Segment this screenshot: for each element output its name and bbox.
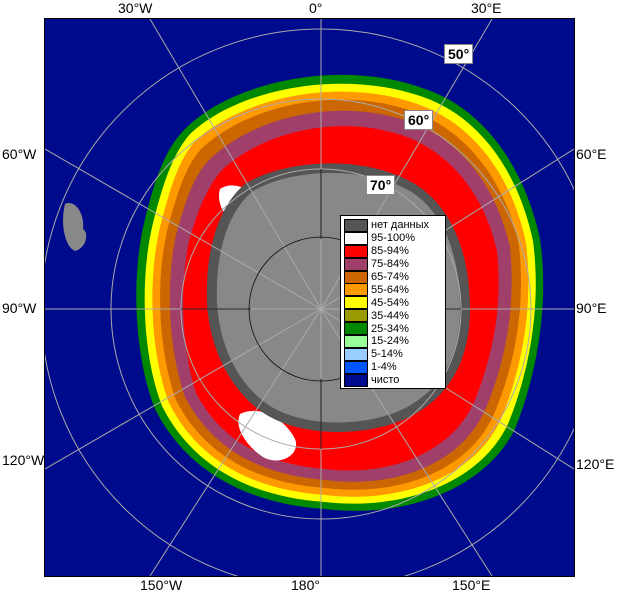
legend-label: 5-14% [371,348,403,361]
legend-label: 1-4% [371,361,397,374]
legend-item: 15-24% [344,334,442,348]
legend-swatch [344,309,368,323]
legend-label: 15-24% [371,335,409,348]
legend-swatch [344,231,368,245]
label-90e: 90°E [576,300,607,316]
legend-label: 85-94% [371,245,409,258]
legend-item: 5-14% [344,347,442,361]
legend-item: 1-4% [344,360,442,374]
legend-label: 35-44% [371,309,409,322]
legend-label: 65-74% [371,271,409,283]
legend-swatch [344,270,368,284]
legend-swatch [344,257,368,271]
legend-item: 85-94% [344,244,442,258]
sea-ice-map [45,19,574,576]
legend-item: чисто [344,373,442,387]
legend-swatch [344,218,368,232]
lat-label-70: 70° [366,175,396,195]
legend-label: чисто [371,374,400,387]
legend-label: 25-34% [371,322,409,335]
label-150w-bottom: 150°W [140,577,183,593]
legend-label: нет данных [371,219,430,232]
legend-item: 45-54% [344,296,442,310]
legend-item: 25-34% [344,322,442,336]
label-120w: 120°W [2,452,45,468]
label-0-top: 0° [309,0,323,16]
label-180-bottom: 180° [291,577,320,593]
legend-swatch [344,347,368,361]
map-frame [44,18,575,577]
label-120e: 120°E [576,456,615,472]
south-america-land [63,203,87,251]
legend-item: 75-84% [344,257,442,271]
legend-item: нет данных [344,218,442,232]
legend: нет данных 95-100% 85-94% 75-84% 65-74% 55-64… [340,215,446,389]
legend-swatch [344,244,368,258]
legend-swatch [344,334,368,348]
legend-item: 55-64% [344,283,442,297]
legend-swatch [344,322,368,336]
legend-label: 45-54% [371,296,409,309]
lat-label-60: 60° [404,110,434,130]
legend-swatch [344,360,368,374]
label-90w: 90°W [2,300,37,316]
label-30w-top: 30°W [118,0,153,16]
legend-label: 75-84% [371,258,409,271]
legend-swatch [344,296,368,310]
legend-swatch [344,283,368,297]
label-150e-bottom: 150°E [452,577,491,593]
legend-item: 95-100% [344,231,442,245]
label-60e: 60°E [576,146,607,162]
label-30e-top: 30°E [471,0,502,16]
legend-item: 35-44% [344,309,442,323]
legend-label: 55-64% [371,283,409,296]
ice-patch-white-2 [238,410,297,461]
legend-swatch [344,373,368,387]
label-60w: 60°W [2,146,37,162]
legend-item: 65-74% [344,270,442,284]
legend-label: 95-100% [371,232,416,245]
lat-label-50: 50° [444,44,474,64]
